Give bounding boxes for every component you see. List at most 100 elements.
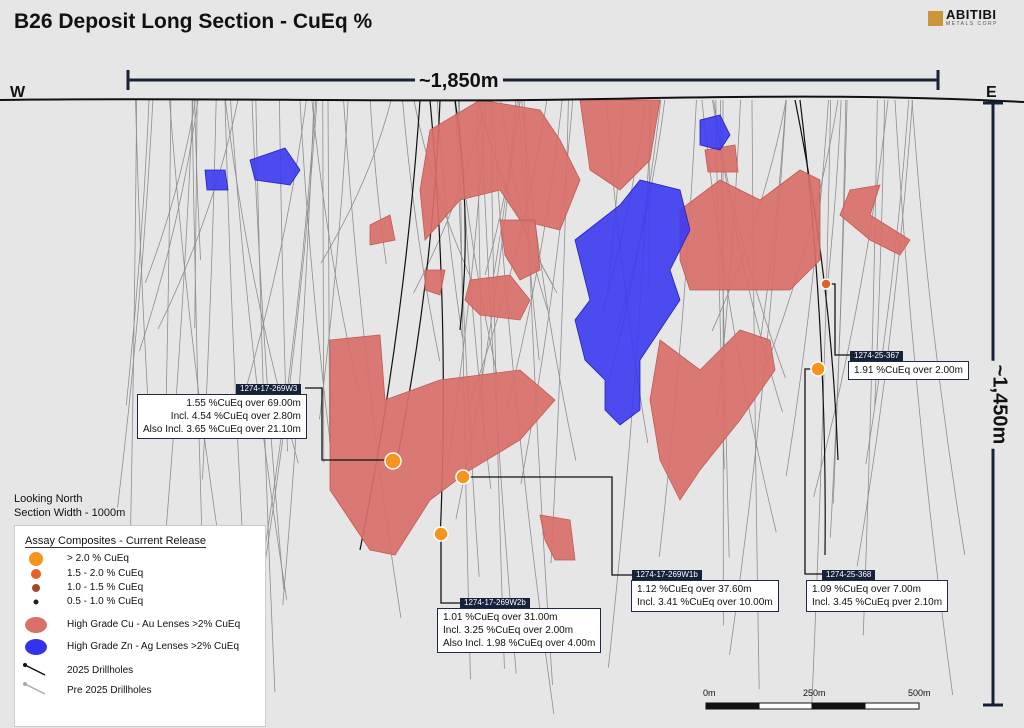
assay-dot-gt2 <box>810 361 826 377</box>
logo-subtitle: METALS CORP <box>946 21 998 27</box>
section-width: Section Width - 1000m <box>14 507 126 519</box>
pre-2025-drillhole <box>322 99 325 463</box>
callout-line: 1.91 %CuEq over 2.00m <box>854 365 963 376</box>
zn-ag-lens-swatch-icon <box>25 639 47 655</box>
pre-2025-drillhole <box>282 99 315 606</box>
pre-2025-drillhole <box>320 99 392 264</box>
pre-2025-drillhole <box>165 99 172 428</box>
legend-dot-0-5-1-icon <box>33 599 39 605</box>
cu-au-lens <box>499 219 541 281</box>
cu-au-lens-swatch-icon <box>25 617 47 633</box>
legend-item: High Grade Cu - Au Lenses >2% CuEq <box>67 619 241 630</box>
pre-2025-drillhole <box>125 99 150 406</box>
cu-au-lens <box>464 274 531 321</box>
pre-2025-drillhole <box>157 99 239 330</box>
legend-item: 2025 Drillholes <box>67 665 134 676</box>
cu-au-lens <box>419 99 581 241</box>
scale-label: 500m <box>908 688 931 698</box>
callout-line: Incl. 4.54 %CuEq over 2.80m <box>170 411 301 422</box>
assay-dot-gt2 <box>384 452 402 470</box>
ground-surface <box>0 95 1024 103</box>
assay-dot-gt2 <box>455 469 471 485</box>
pre-2025-drillhole <box>139 99 199 352</box>
drillhole-2025 <box>799 99 826 556</box>
legend-heading: Assay Composites - Current Release <box>25 535 206 548</box>
zn-ag-lens <box>249 147 301 186</box>
pre-2025-drillhole <box>911 99 966 555</box>
pre-2025-drillhole <box>299 99 331 439</box>
pre-2025-drillhole <box>327 99 330 443</box>
view-direction: Looking North <box>14 493 83 505</box>
callout-line: Also Incl. 3.65 %CuEq over 21.10m <box>143 424 301 435</box>
scale-label: 250m <box>803 688 826 698</box>
east-label: E <box>986 84 997 101</box>
view-info: Looking North Section Width - 1000m <box>14 492 125 520</box>
span-label: ~1,850m <box>415 70 503 93</box>
legend-dot-1-5-2-icon <box>31 569 41 579</box>
cu-au-lens <box>579 99 661 191</box>
legend-item: High Grade Zn - Ag Lenses >2% CuEq <box>67 641 240 652</box>
scale-label: 0m <box>703 688 716 698</box>
pre-2025-drillhole <box>117 99 154 508</box>
legend: Assay Composites - Current Release > 2.0… <box>14 525 266 727</box>
callout-line: Incl. 3.41 %CuEq over 10.00m <box>637 597 773 608</box>
hole-tag: 1274-17-269W1b <box>632 570 702 580</box>
cu-au-lens <box>839 184 911 256</box>
assay-dot-1-5-2 <box>820 278 832 290</box>
zn-ag-lens <box>699 114 731 151</box>
pre-2025-drillhole <box>319 99 349 420</box>
pre-2025-drillhole <box>825 99 842 301</box>
west-label: W <box>10 84 26 101</box>
legend-item: 1.0 - 1.5 % CuEq <box>67 582 144 593</box>
assay-callout: 1.09 %CuEq over 7.00m Incl. 3.45 %CuEq p… <box>806 580 949 612</box>
hole-tag: 1274-25-367 <box>850 351 904 361</box>
legend-dot-gt2-icon <box>29 552 43 566</box>
pre-2025-drillhole <box>520 99 574 484</box>
hole-tag: 1274-17-269W3 <box>236 384 302 394</box>
scale-bar <box>705 702 920 710</box>
pre-2025-drillhole <box>257 99 318 607</box>
callout-line: Incl. 3.45 %CuEq pver 2.10m <box>812 597 943 608</box>
callout-line: 1.01 %CuEq over 31.00m <box>443 612 558 623</box>
hole-tag: 1274-17-269W2b <box>460 598 530 608</box>
cu-au-lens <box>649 329 776 501</box>
logo-mark-icon <box>928 10 943 26</box>
hole-tag: 1274-25-368 <box>822 570 876 580</box>
cu-au-lens <box>329 334 556 556</box>
pre-2025-drillhole <box>785 99 829 477</box>
pre-2025-drillhole <box>813 99 889 498</box>
cu-au-lens <box>424 269 446 296</box>
drillhole-2025-icon <box>24 664 46 676</box>
pre-2025-drillhole <box>829 99 848 538</box>
zn-ag-lens <box>204 169 229 191</box>
cu-au-lens <box>369 214 396 246</box>
cu-au-lenses <box>329 99 911 561</box>
depth-label: ~1,450m <box>987 360 1011 449</box>
assay-dot-gt2 <box>433 526 449 542</box>
assay-callout: 1.55 %CuEq over 69.00m Incl. 4.54 %CuEq … <box>137 394 307 439</box>
page-title: B26 Deposit Long Section - CuEq % <box>14 10 373 33</box>
zn-ag-lenses <box>204 114 731 426</box>
assay-callout: 1.12 %CuEq over 37.60m Incl. 3.41 %CuEq … <box>631 580 779 612</box>
callout-line: 1.09 %CuEq over 7.00m <box>812 584 921 595</box>
zn-ag-lens <box>574 179 691 426</box>
company-logo: ABITIBI METALS CORP <box>928 8 998 27</box>
pre-2025-drillhole <box>865 99 910 464</box>
assay-composites <box>384 278 832 542</box>
pre-2025-drillhole <box>260 99 317 573</box>
pre-2025-drillhole <box>658 99 697 557</box>
callout-line: Incl. 3.25 %CuEq over 2.00m <box>443 625 574 636</box>
assay-callout: 1.01 %CuEq over 31.00m Incl. 3.25 %CuEq … <box>437 608 602 653</box>
pre-2025-drillhole <box>856 99 913 567</box>
callout-line: 1.55 %CuEq over 69.00m <box>186 398 301 409</box>
legend-item: > 2.0 % CuEq <box>67 553 129 564</box>
legend-item: Pre 2025 Drillholes <box>67 685 152 696</box>
callout-line: 1.12 %CuEq over 37.60m <box>637 584 752 595</box>
legend-item: 1.5 - 2.0 % CuEq <box>67 568 144 579</box>
pre-2025-drillhole <box>230 99 288 600</box>
cu-au-lens <box>679 169 821 291</box>
pre-2025-drillhole <box>369 99 387 265</box>
cu-au-lens <box>539 514 576 561</box>
span-dimension <box>126 70 940 90</box>
